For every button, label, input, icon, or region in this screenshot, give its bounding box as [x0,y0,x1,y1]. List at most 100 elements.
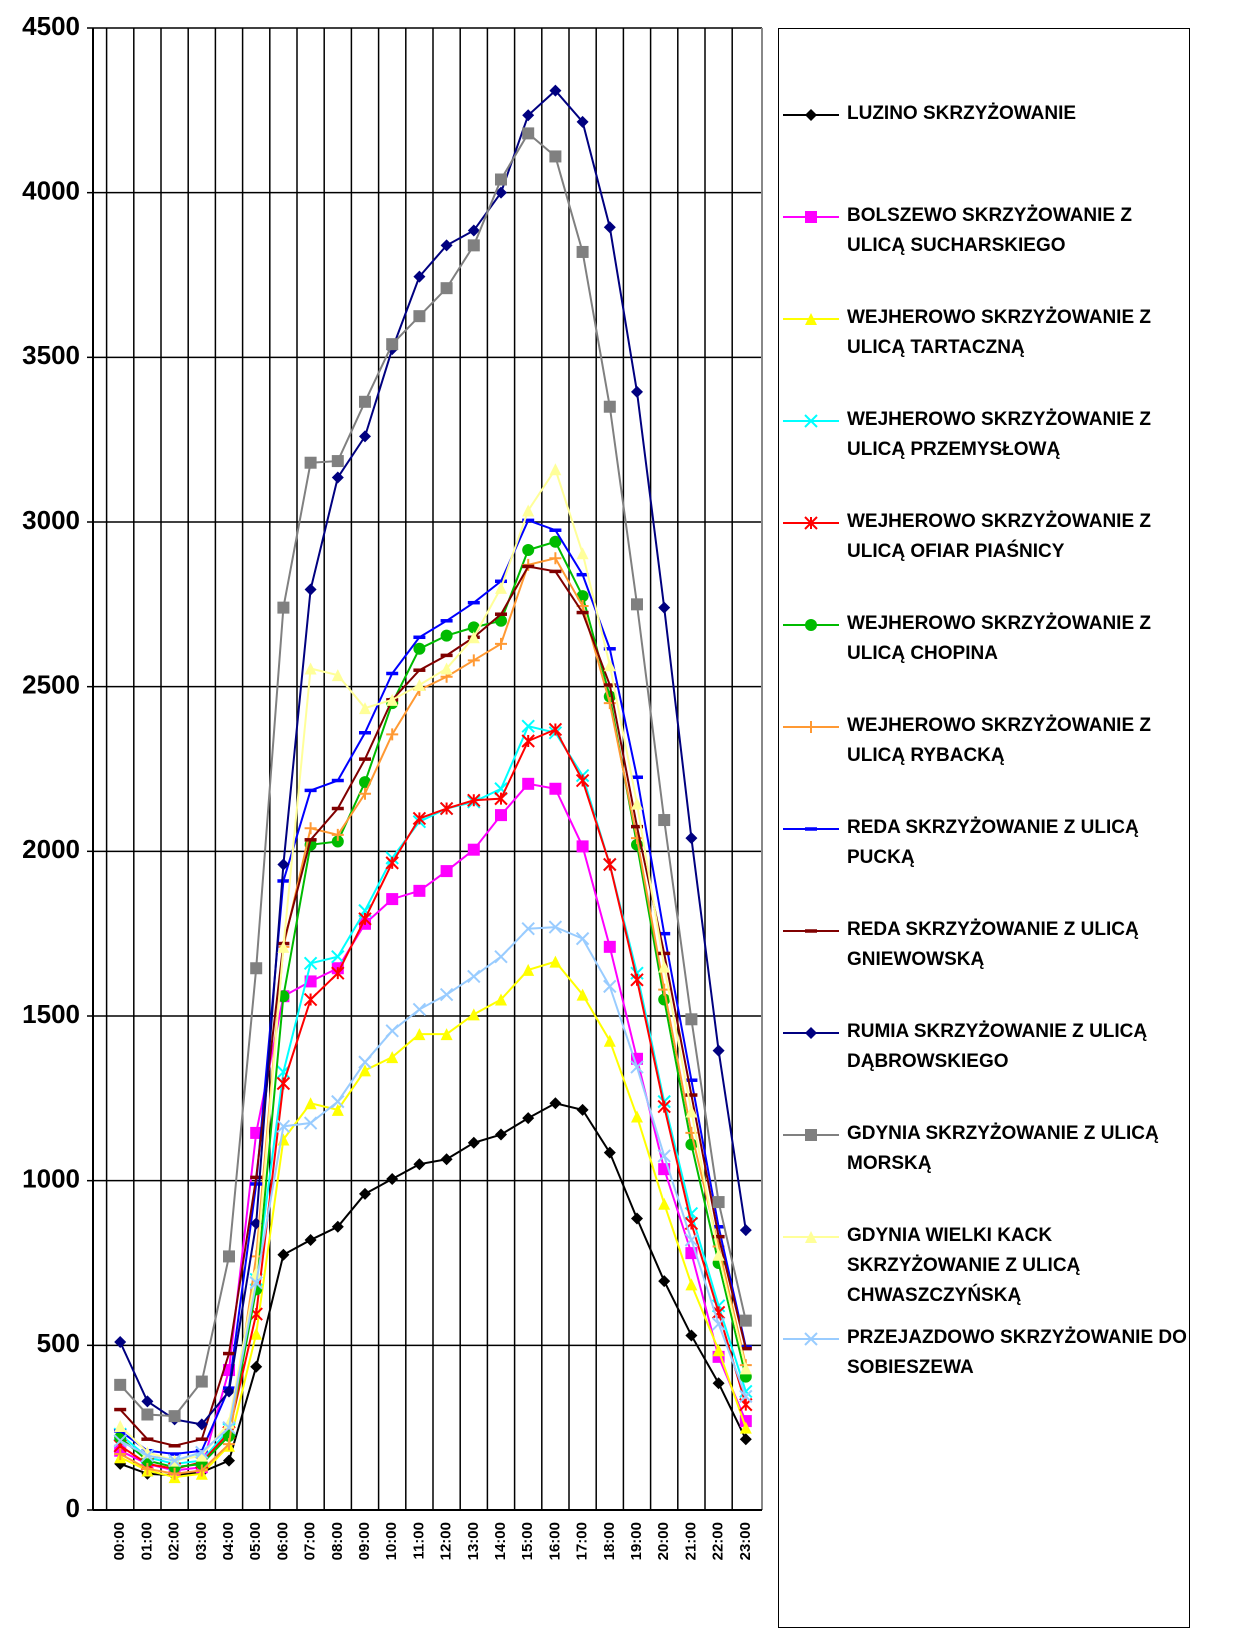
y-tick-label: 1500 [22,999,80,1029]
series-line [119,89,747,1426]
legend-swatch [783,1027,839,1039]
marker [195,1464,208,1477]
marker [575,773,590,788]
legend: LUZINO SKRZYŻOWANIE BOLSZEWO SKRZYŻOWANIE… [778,28,1190,1628]
legend-swatch [783,516,839,530]
marker [413,1028,426,1041]
marker [250,1360,263,1373]
legend-entry: GDYNIA SKRZYŻOWANIE Z ULICĄ MORSKĄ [779,1121,1189,1223]
marker [195,1375,208,1388]
marker [413,679,426,692]
marker [359,702,371,715]
marker [805,313,817,325]
marker [603,1034,616,1047]
marker [495,173,507,186]
legend-entry: GDYNIA WIELKI KACK SKRZYŻOWANIE Z ULICĄ … [779,1223,1189,1325]
legend-entry: REDA SKRZYŻOWANIE Z ULICĄ PUCKĄ [779,815,1189,917]
marker [113,1434,127,1448]
marker [805,1027,817,1039]
marker [576,988,589,1001]
series-line [119,1102,747,1477]
marker [603,659,616,672]
marker [684,1233,699,1247]
marker [304,1233,317,1246]
legend-entry: WEJHEROWO SKRZYŻOWANIE Z ULICĄ RYBACKĄ [779,713,1189,815]
x-tick-label: 10:00 [383,1522,400,1560]
marker [304,1097,317,1110]
marker [223,1438,235,1451]
legend-label: LUZINO SKRZYŻOWANIE [847,103,1077,124]
marker [331,455,344,468]
legend-label: WEJHEROWO SKRZYŻOWANIE Z ULICĄ OFIAR PIA… [847,511,1151,562]
y-tick-label: 3500 [22,340,80,370]
marker [250,962,263,975]
series-line [119,131,747,1418]
marker [359,1187,371,1200]
marker [195,1445,209,1460]
marker [359,430,371,443]
marker [549,84,562,97]
x-tick-label: 13:00 [465,1522,482,1560]
x-tick-label: 19:00 [628,1522,645,1560]
marker [440,282,453,295]
marker [522,543,535,556]
legend-label: WEJHEROWO SKRZYŻOWANIE Z ULICĄ TARTACZNĄ [847,307,1151,358]
marker [739,1389,753,1404]
marker [413,310,426,323]
y-tick-label: 4500 [22,11,80,41]
marker [141,1462,154,1475]
marker [685,1105,698,1118]
marker [331,1103,344,1116]
marker [386,1173,399,1186]
series-line [119,519,747,1456]
marker [495,1128,507,1141]
marker [331,828,344,841]
marker [804,516,818,530]
marker [631,1110,643,1123]
legend-label: REDA SKRZYŻOWANIE Z ULICĄ GNIEWOWSKĄ [847,919,1139,970]
marker [739,1433,752,1446]
marker [114,1336,127,1349]
marker [522,109,535,122]
marker [576,1103,589,1116]
x-tick-label: 02:00 [166,1522,183,1560]
marker [331,950,345,964]
marker [522,127,535,140]
x-tick-label: 04:00 [220,1522,237,1560]
marker [386,893,399,906]
marker [739,1421,752,1434]
marker [522,1112,535,1125]
marker [277,940,290,953]
y-tick-label: 1000 [22,1164,80,1194]
marker [548,920,563,934]
marker [412,811,427,826]
marker [277,601,290,614]
marker [385,856,399,870]
marker [385,1024,399,1038]
x-tick-label: 06:00 [274,1522,291,1560]
marker [439,987,454,1002]
x-tick-label: 05:00 [247,1522,264,1560]
legend-swatch [783,1129,839,1141]
legend-swatch [783,211,839,223]
marker [549,552,562,565]
chart: 0 500 1000 1500 2000 2500 3000 3500 4000 4500 00:0… [22,11,763,1560]
marker [304,662,317,675]
marker [412,1002,427,1017]
x-tick-label: 09:00 [356,1522,373,1560]
x-tick-label: 00:00 [111,1522,128,1560]
marker [440,865,453,878]
marker [495,993,507,1006]
marker [304,456,317,469]
marker [304,583,317,596]
marker [549,782,562,795]
marker [521,719,535,733]
marker [603,857,617,872]
marker [440,662,453,675]
marker [168,1410,181,1423]
marker [494,791,508,806]
x-tick-label: 22:00 [710,1522,727,1560]
marker [195,1449,208,1462]
series-line [119,557,747,1475]
marker [250,1327,263,1340]
